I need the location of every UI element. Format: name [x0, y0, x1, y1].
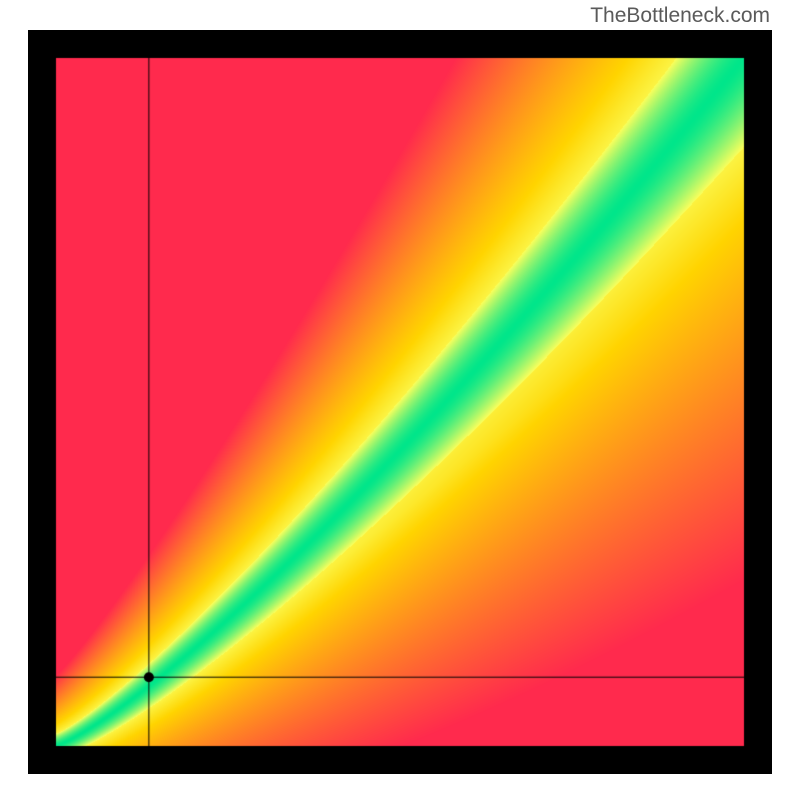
chart-container: TheBottleneck.com [0, 0, 800, 800]
heatmap-canvas [28, 30, 772, 774]
chart-canvas-wrap [28, 30, 772, 774]
watermark-label: TheBottleneck.com [590, 4, 770, 28]
